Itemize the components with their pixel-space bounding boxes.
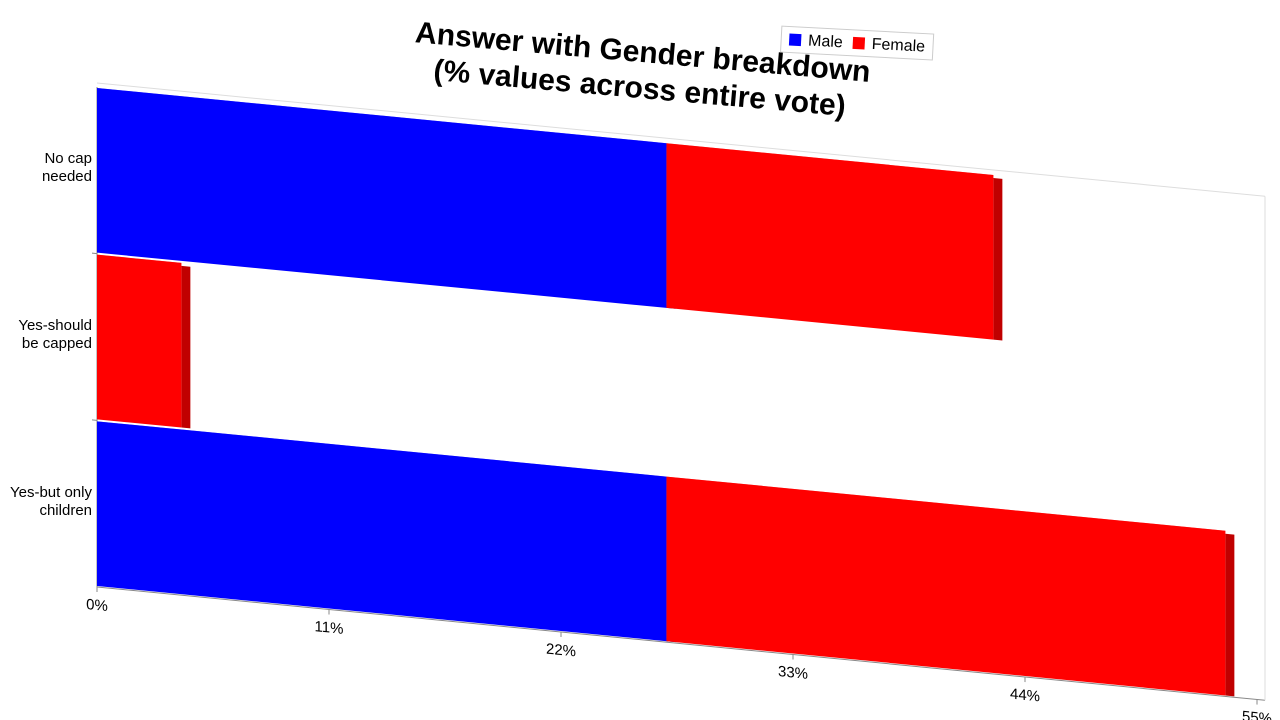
bar — [97, 421, 667, 642]
x-tick-label: 0% — [86, 596, 108, 615]
bar — [97, 87, 667, 308]
x-tick-label: 55% — [1242, 708, 1272, 720]
bar-top — [97, 87, 667, 148]
legend-label: Female — [871, 36, 925, 56]
legend-swatch — [788, 33, 802, 47]
legend-swatch — [852, 36, 866, 50]
bar — [97, 254, 182, 428]
bar-top — [97, 254, 182, 267]
bar-side — [181, 265, 191, 429]
x-tick-label: 44% — [1010, 686, 1040, 706]
y-tick-label: No cap needed — [41, 150, 92, 186]
bar-top — [97, 421, 667, 481]
x-tick-label: 33% — [778, 663, 808, 683]
y-tick-label: Yes-should be capped — [18, 317, 92, 352]
legend: Male Female — [780, 25, 935, 61]
x-tick-label: 22% — [546, 641, 576, 661]
y-tick-label: Yes-but only children — [9, 483, 92, 519]
x-tick-label: 11% — [315, 618, 344, 638]
legend-label: Male — [808, 33, 844, 52]
bar — [666, 143, 994, 340]
bar — [666, 476, 1226, 696]
plot: 0% 11% 22% 33% 44% 55% — [86, 82, 1272, 720]
bar-top — [666, 143, 994, 179]
top-edge — [97, 82, 1265, 197]
bar-side — [1225, 533, 1235, 697]
bar-top — [666, 476, 1226, 535]
x-axis — [97, 586, 1265, 701]
bar-side — [993, 177, 1003, 341]
